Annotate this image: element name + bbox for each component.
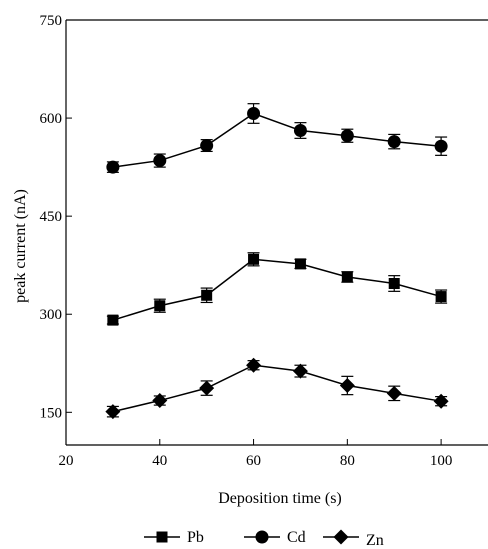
- y-tick-label: 600: [40, 111, 63, 127]
- data-point-cd: [340, 129, 354, 143]
- data-point-cd: [106, 160, 120, 174]
- x-tick-label: 100: [430, 453, 453, 469]
- data-point-cd: [153, 154, 167, 168]
- data-point-pb: [435, 291, 447, 303]
- legend-label: Cd: [287, 529, 306, 546]
- series-line-pb: [112, 258, 442, 321]
- legend-label: Zn: [366, 532, 384, 549]
- x-axis-label: Deposition time (s): [218, 490, 342, 507]
- legend-marker: [255, 530, 269, 544]
- series-zn: [105, 357, 449, 420]
- y-tick-label: 450: [40, 209, 63, 225]
- data-point-zn: [386, 385, 402, 401]
- x-tick-label: 20: [59, 453, 74, 469]
- series-line-zn: [112, 364, 442, 413]
- data-point-pb: [294, 258, 306, 270]
- data-point-cd: [247, 107, 261, 120]
- series-cd: [106, 103, 448, 174]
- x-tick-label: 80: [340, 453, 355, 469]
- series-layer: [105, 103, 449, 420]
- data-point-zn: [152, 393, 168, 409]
- legend-label: Pb: [187, 529, 204, 546]
- data-point-cd: [434, 139, 448, 153]
- data-point-zn: [339, 378, 355, 393]
- data-point-cd: [387, 135, 401, 149]
- data-point-pb: [248, 253, 260, 265]
- data-point-zn: [433, 393, 449, 409]
- legend-marker: [333, 529, 349, 545]
- data-point-zn: [199, 380, 215, 396]
- data-point-pb: [107, 314, 119, 326]
- data-point-pb: [341, 271, 353, 283]
- data-point-pb: [154, 300, 166, 312]
- data-point-pb: [201, 289, 213, 301]
- y-tick-label: 150: [40, 405, 63, 421]
- legend-item-zn: Zn: [323, 529, 384, 549]
- legend-marker: [156, 531, 168, 543]
- data-point-cd: [200, 139, 214, 153]
- data-point-zn: [292, 363, 308, 379]
- legend: Pb Cd Zn: [144, 529, 384, 549]
- data-point-cd: [293, 124, 307, 137]
- series-pb: [106, 252, 448, 326]
- data-point-pb: [388, 278, 400, 289]
- axes: 20 40 60 80 100 150 300 450 600 750: [40, 13, 488, 469]
- x-tick-label: 40: [152, 453, 167, 469]
- y-tick-label: 750: [40, 13, 63, 29]
- series-line-cd: [112, 112, 442, 168]
- y-tick-label: 300: [40, 307, 63, 323]
- legend-item-pb: Pb: [144, 529, 204, 546]
- legend-item-cd: Cd: [244, 529, 306, 546]
- data-point-zn: [246, 357, 262, 373]
- data-point-zn: [105, 404, 121, 420]
- x-tick-label: 60: [246, 453, 261, 469]
- y-axis-label: peak current (nA): [12, 189, 29, 303]
